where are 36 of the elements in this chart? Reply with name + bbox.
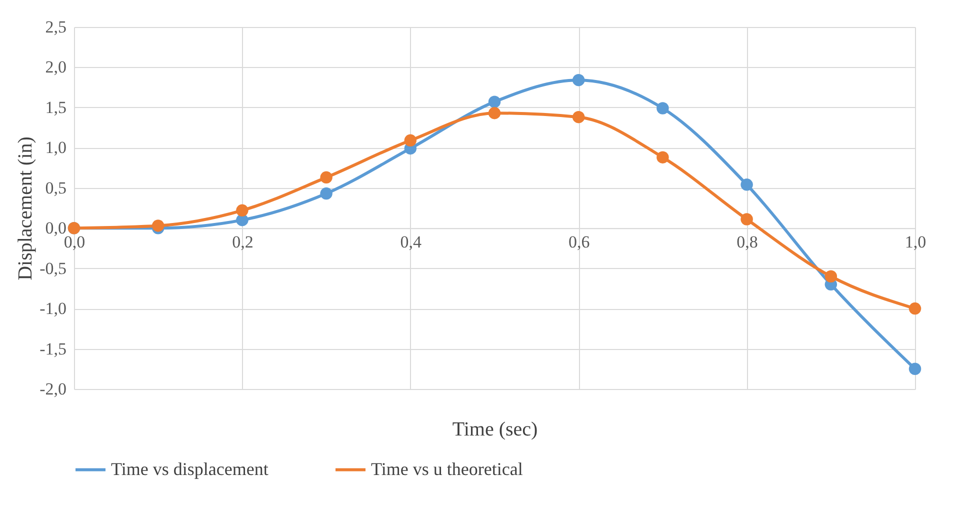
y-tick-label: -2,0 bbox=[40, 380, 66, 398]
point bbox=[656, 151, 669, 164]
point bbox=[404, 134, 417, 147]
point bbox=[908, 302, 922, 315]
y-tick-label: -1,5 bbox=[40, 339, 66, 358]
y-tick-label: -0,5 bbox=[40, 258, 66, 278]
point bbox=[572, 110, 585, 124]
x-tick-label: 0,0 bbox=[64, 232, 86, 252]
x-tick-label: 0,6 bbox=[568, 232, 590, 252]
y-tick-label: -1,0 bbox=[40, 299, 66, 318]
point bbox=[824, 270, 838, 282]
y-tick-label: 0,5 bbox=[45, 178, 66, 198]
point bbox=[488, 96, 501, 108]
point bbox=[572, 74, 585, 86]
y-tick-label: 1,5 bbox=[45, 98, 66, 117]
y-tick-label: 2,5 bbox=[45, 18, 66, 36]
legend-label: Time vs displacement bbox=[111, 458, 268, 479]
x-tick-label: 0,2 bbox=[232, 232, 254, 252]
point bbox=[908, 362, 922, 375]
y-tick-label: 0,0 bbox=[45, 218, 66, 238]
point bbox=[488, 106, 501, 120]
x-tick-label: 0,8 bbox=[736, 232, 758, 252]
x-axis-title: Time (sec) bbox=[452, 418, 538, 440]
point bbox=[656, 102, 669, 114]
x-tick-label: 1,0 bbox=[904, 232, 926, 252]
point bbox=[152, 220, 164, 232]
x-tick-label: 0,4 bbox=[400, 232, 422, 252]
y-tick-label: 1,0 bbox=[45, 138, 66, 158]
y-axis-title: Displacement (in) bbox=[14, 136, 37, 280]
legend-label: Time vs u theoretical bbox=[371, 458, 523, 479]
point bbox=[740, 213, 753, 226]
point bbox=[236, 204, 248, 217]
point bbox=[740, 178, 753, 191]
point bbox=[320, 171, 332, 184]
y-tick-label: 2,0 bbox=[45, 58, 66, 77]
point bbox=[320, 187, 332, 200]
